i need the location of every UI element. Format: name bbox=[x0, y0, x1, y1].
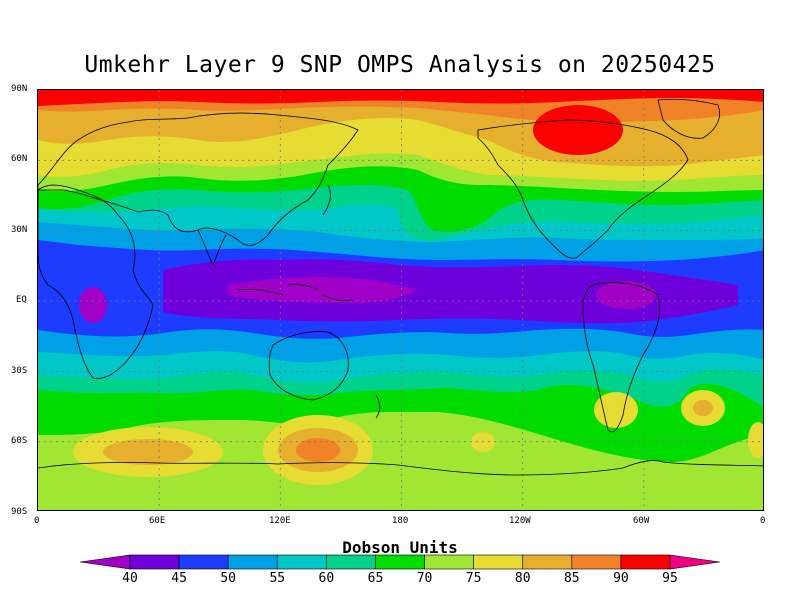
lon-label-120w: 120W bbox=[509, 516, 531, 526]
colorbar-swatch bbox=[276, 554, 327, 570]
lat-label-60n: 60N bbox=[11, 154, 28, 164]
coast-newzealand bbox=[375, 394, 381, 419]
lon-label-180: 180 bbox=[392, 516, 409, 526]
colorbar-tick-label: 85 bbox=[563, 571, 580, 586]
field-south-lobe-australia-core bbox=[296, 438, 340, 462]
colorbar-tick-label: 80 bbox=[514, 571, 531, 586]
lon-label-60e: 60E bbox=[149, 516, 166, 526]
lat-label-90s: 90S bbox=[11, 507, 28, 517]
field-south-lobe-africa-core bbox=[103, 439, 193, 465]
colorbar-swatch bbox=[522, 554, 573, 570]
colorbar-swatch-below-min bbox=[79, 554, 131, 570]
colorbar-swatch bbox=[227, 554, 278, 570]
colorbar-swatch bbox=[178, 554, 229, 570]
lon-label-120e: 120E bbox=[269, 516, 291, 526]
field-band-40-africa bbox=[79, 287, 107, 323]
field-band-40-americas bbox=[596, 281, 656, 309]
colorbar-swatch bbox=[424, 554, 474, 570]
field-band-40 bbox=[228, 276, 418, 304]
colorbar-tick-label: 60 bbox=[318, 571, 335, 586]
field-band-45 bbox=[163, 259, 738, 324]
coast-greenland bbox=[657, 98, 720, 139]
coast-antarctica bbox=[38, 460, 763, 476]
colorbar-tick-label: 65 bbox=[367, 571, 384, 586]
map-title: Umkehr Layer 9 SNP OMPS Analysis on 2025… bbox=[84, 52, 716, 78]
colorbar-swatch bbox=[571, 554, 622, 570]
colorbar-swatch bbox=[326, 554, 376, 570]
lat-label-60s: 60S bbox=[11, 436, 28, 446]
lat-label-30s: 30S bbox=[11, 366, 28, 376]
coast-japan bbox=[322, 184, 331, 216]
field-south-lobe-atlantic-b-core bbox=[693, 400, 713, 416]
lon-label-0-right: 0 bbox=[760, 516, 766, 526]
colorbar-tick-label: 75 bbox=[465, 571, 482, 586]
coast-north-america bbox=[477, 119, 689, 259]
lat-label-90n: 90N bbox=[11, 84, 28, 94]
lat-label-30n: 30N bbox=[11, 225, 28, 235]
coastlines bbox=[38, 98, 763, 476]
colorbar-swatch bbox=[375, 554, 425, 570]
colorbar-swatch-above-max bbox=[669, 554, 721, 570]
coast-south-america bbox=[582, 282, 661, 433]
field-max-north bbox=[533, 105, 623, 155]
colorbar-tick-label: 55 bbox=[269, 571, 286, 586]
field-band-95-north bbox=[38, 90, 763, 106]
lon-label-0: 0 bbox=[34, 516, 40, 526]
colorbar-swatch bbox=[620, 554, 671, 570]
colorbar-swatch bbox=[129, 554, 180, 570]
coast-eurasia bbox=[38, 112, 359, 246]
field-south-lobe-east bbox=[748, 422, 763, 458]
colorbar-tick-label: 95 bbox=[662, 571, 678, 586]
ozone-map bbox=[37, 89, 764, 511]
colorbar-tick-label: 50 bbox=[220, 571, 236, 586]
colorbar-tick-label: 40 bbox=[122, 571, 138, 586]
coast-india bbox=[197, 229, 227, 266]
lon-label-60w: 60W bbox=[633, 516, 650, 526]
coast-australia bbox=[268, 331, 349, 401]
lat-label-eq: EQ bbox=[16, 295, 27, 305]
colorbar-title: Dobson Units bbox=[342, 538, 458, 557]
colorbar-tick-label: 90 bbox=[613, 571, 629, 586]
colorbar-tick-label: 70 bbox=[416, 571, 433, 586]
coast-indonesia bbox=[237, 283, 354, 302]
colorbar-swatch bbox=[473, 554, 524, 570]
colorbar-tick-label: 45 bbox=[171, 571, 187, 586]
gridlines bbox=[38, 90, 763, 510]
